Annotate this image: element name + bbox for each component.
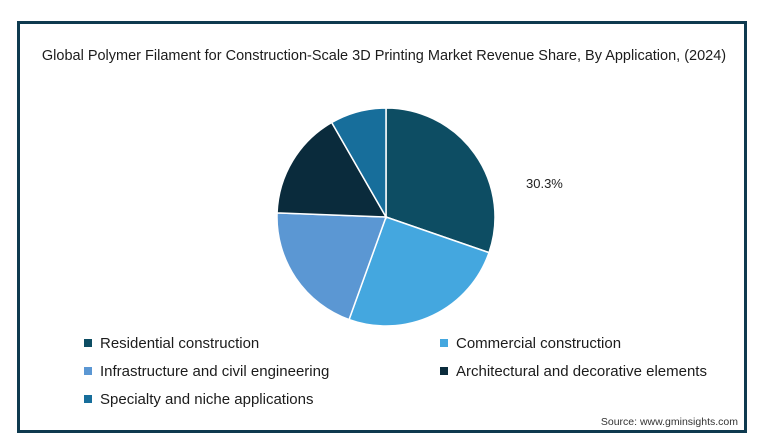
legend-item-infrastructure: Infrastructure and civil engineering xyxy=(84,363,329,380)
legend-label: Specialty and niche applications xyxy=(100,391,314,408)
legend-swatch xyxy=(440,339,448,347)
chart-title: Global Polymer Filament for Construction… xyxy=(41,48,727,64)
slice-infrastructure xyxy=(276,212,388,321)
slice-architectural xyxy=(276,121,388,218)
slice-specialty xyxy=(330,107,387,220)
legend-item-architectural: Architectural and decorative elements xyxy=(440,363,707,380)
legend-swatch xyxy=(84,395,92,403)
slice-label-residential: 30.3% xyxy=(526,176,563,191)
legend-label: Architectural and decorative elements xyxy=(456,363,707,380)
legend-label: Residential construction xyxy=(100,335,260,352)
legend-swatch xyxy=(440,367,448,375)
legend-item-specialty: Specialty and niche applications xyxy=(84,391,313,408)
legend-item-commercial: Commercial construction xyxy=(440,335,621,352)
slice-residential xyxy=(385,107,496,254)
slice-commercial xyxy=(348,216,490,327)
legend-swatch xyxy=(84,367,92,375)
legend-swatch xyxy=(84,339,92,347)
legend-label: Infrastructure and civil engineering xyxy=(100,363,330,380)
legend-item-residential: Residential construction xyxy=(84,335,259,352)
legend-label: Commercial construction xyxy=(456,335,622,352)
source-note: Source: www.gminsights.com xyxy=(600,416,738,428)
